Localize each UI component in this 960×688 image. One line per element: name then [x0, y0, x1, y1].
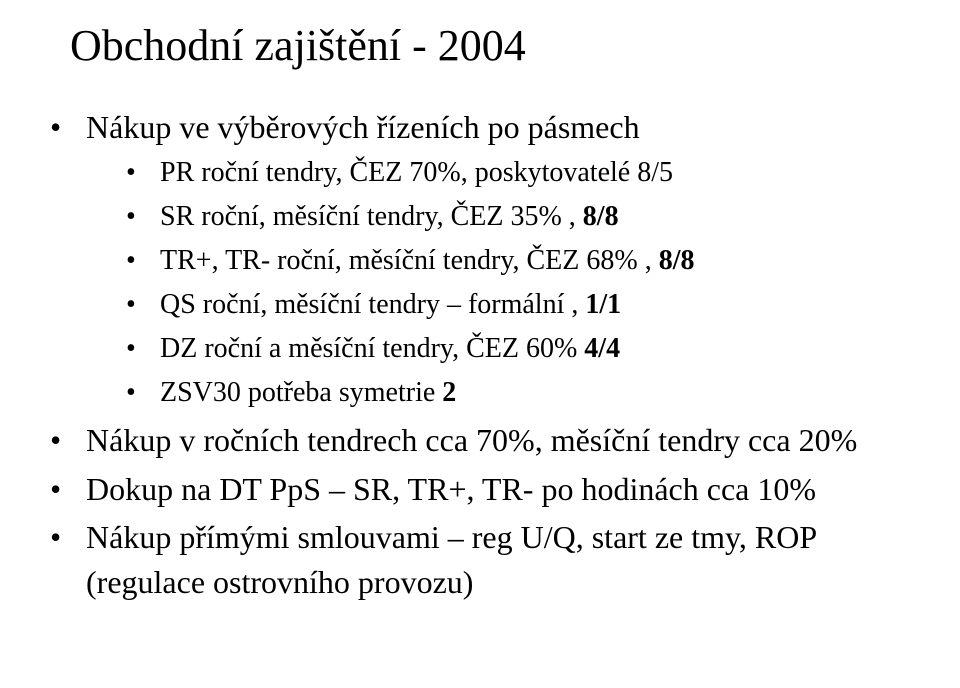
list-item: Dokup na DT PpS – SR, TR+, TR- po hodiná… — [50, 467, 930, 512]
sub-bullet-text: ZSV30 potřeba symetrie — [160, 377, 435, 408]
sub-bullet-list: PR roční tendry, ČEZ 70%, poskytovatelé … — [126, 152, 930, 414]
bullet-text: Nákup v ročních tendrech cca 70%, měsíčn… — [86, 422, 857, 458]
list-item: DZ roční a měsíční tendry, ČEZ 60% 4/4 — [126, 328, 930, 370]
list-item: Nákup přímými smlouvami – reg U/Q, start… — [50, 515, 930, 605]
bullet-text: Dokup na DT PpS – SR, TR+, TR- po hodiná… — [86, 471, 816, 507]
list-item: Nákup ve výběrových řízeních po pásmech … — [50, 105, 930, 414]
sub-bullet-text: QS roční, měsíční tendry – formální , — [160, 289, 578, 320]
sub-bullet-number: 8/8 — [652, 245, 695, 276]
bullet-list: Nákup ve výběrových řízeních po pásmech … — [50, 105, 930, 605]
sub-bullet-text: SR roční, měsíční tendry, ČEZ 35% , — [160, 201, 576, 232]
list-item: PR roční tendry, ČEZ 70%, poskytovatelé … — [126, 152, 930, 194]
sub-bullet-number: 8/8 — [576, 201, 619, 232]
sub-bullet-number: 2 — [435, 377, 456, 408]
sub-bullet-text: DZ roční a měsíční tendry, ČEZ 60% — [160, 333, 577, 364]
list-item: TR+, TR- roční, měsíční tendry, ČEZ 68% … — [126, 240, 930, 282]
slide-page: Obchodní zajištění - 2004 Nákup ve výběr… — [0, 0, 960, 688]
list-item: QS roční, měsíční tendry – formální , 1/… — [126, 284, 930, 326]
list-item: ZSV30 potřeba symetrie 2 — [126, 372, 930, 414]
sub-bullet-number: 4/4 — [577, 333, 620, 364]
sub-bullet-number: 1/1 — [578, 289, 621, 320]
page-title: Obchodní zajištění - 2004 — [70, 20, 930, 71]
bullet-text: Nákup přímými smlouvami – reg U/Q, start… — [86, 519, 816, 600]
bullet-text: Nákup ve výběrových řízeních po pásmech — [86, 109, 640, 145]
sub-bullet-text: TR+, TR- roční, měsíční tendry, ČEZ 68% … — [160, 245, 652, 276]
list-item: Nákup v ročních tendrech cca 70%, měsíčn… — [50, 418, 930, 463]
list-item: SR roční, měsíční tendry, ČEZ 35% , 8/8 — [126, 196, 930, 238]
sub-bullet-text: PR roční tendry, ČEZ 70%, poskytovatelé … — [160, 157, 673, 188]
